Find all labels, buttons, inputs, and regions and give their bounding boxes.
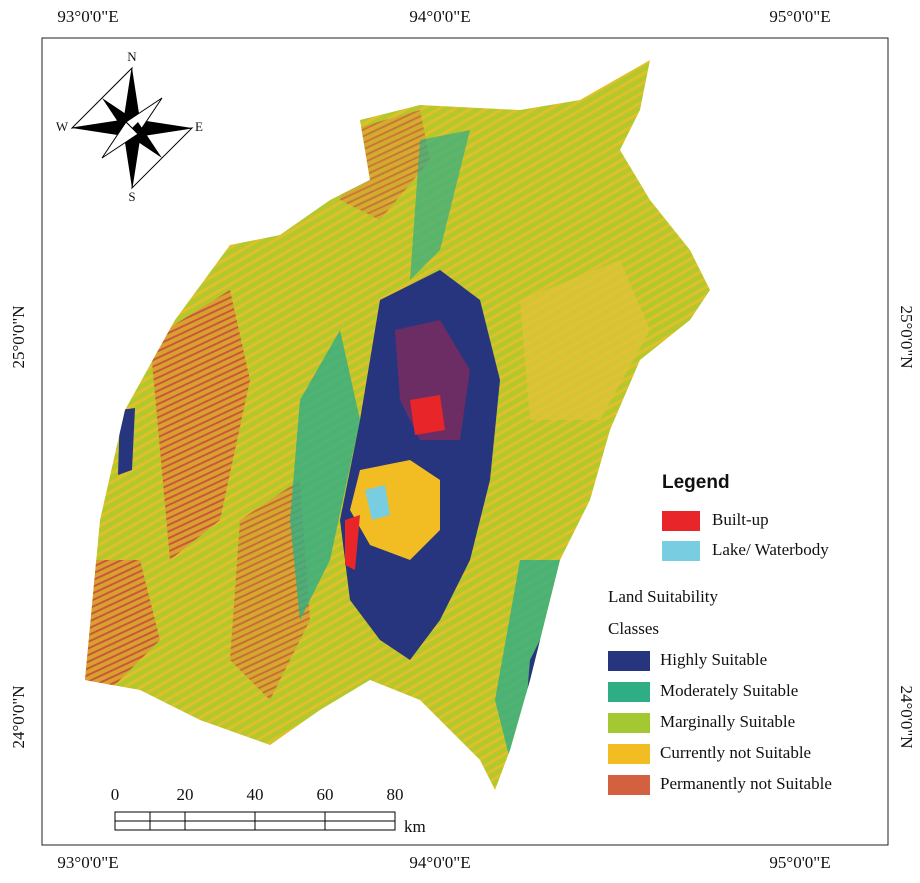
compass-letter: N	[127, 49, 137, 64]
legend-swatch	[608, 713, 650, 733]
scale-tick-label: 80	[387, 785, 404, 804]
longitude-label: 93°0'0"E	[57, 853, 118, 872]
legend-swatch	[608, 682, 650, 702]
legend-swatch	[662, 541, 700, 561]
legend-swatch	[662, 511, 700, 531]
legend-label: Moderately Suitable	[660, 681, 798, 700]
legend-label: Highly Suitable	[660, 650, 767, 669]
legend-label: Permanently not Suitable	[660, 774, 832, 793]
legend-label: Marginally Suitable	[660, 712, 795, 731]
compass-letter: E	[195, 119, 203, 134]
scale-tick-label: 60	[317, 785, 334, 804]
longitude-label: 95°0'0"E	[769, 7, 830, 26]
map-figure: 93°0'0"E 93°0'0"E 94°0'0"E 94°0'0"E 95°0'0"E…	[0, 0, 920, 883]
longitude-label: 95°0'0"E	[769, 853, 830, 872]
scale-unit: km	[404, 817, 426, 836]
longitude-label: 93°0'0"E	[57, 7, 118, 26]
legend-subtitle: Land Suitability	[608, 587, 719, 606]
scale-bar	[115, 812, 395, 830]
legend-label: Lake/ Waterbody	[712, 540, 829, 559]
legend-label: Currently not Suitable	[660, 743, 811, 762]
compass-letter: W	[56, 119, 69, 134]
scale-tick-label: 40	[247, 785, 264, 804]
latitude-label: 25°0'0"N	[9, 305, 28, 368]
latitude-label: 25°0'0"N	[897, 305, 916, 368]
scale-tick-label: 0	[111, 785, 120, 804]
legend-swatch	[608, 744, 650, 764]
latitude-label: 24°0'0"N	[897, 685, 916, 748]
legend-swatch	[608, 775, 650, 795]
legend-title: Legend	[662, 472, 730, 493]
compass-letter: S	[128, 189, 135, 204]
compass-rose	[72, 68, 192, 188]
legend-subtitle: Classes	[608, 619, 659, 638]
scale-tick-label: 20	[177, 785, 194, 804]
longitude-label: 94°0'0"E	[409, 7, 470, 26]
latitude-label: 24°0'0"N	[9, 685, 28, 748]
legend-swatch	[608, 651, 650, 671]
longitude-label: 94°0'0"E	[409, 853, 470, 872]
legend-label: Built-up	[712, 510, 769, 529]
